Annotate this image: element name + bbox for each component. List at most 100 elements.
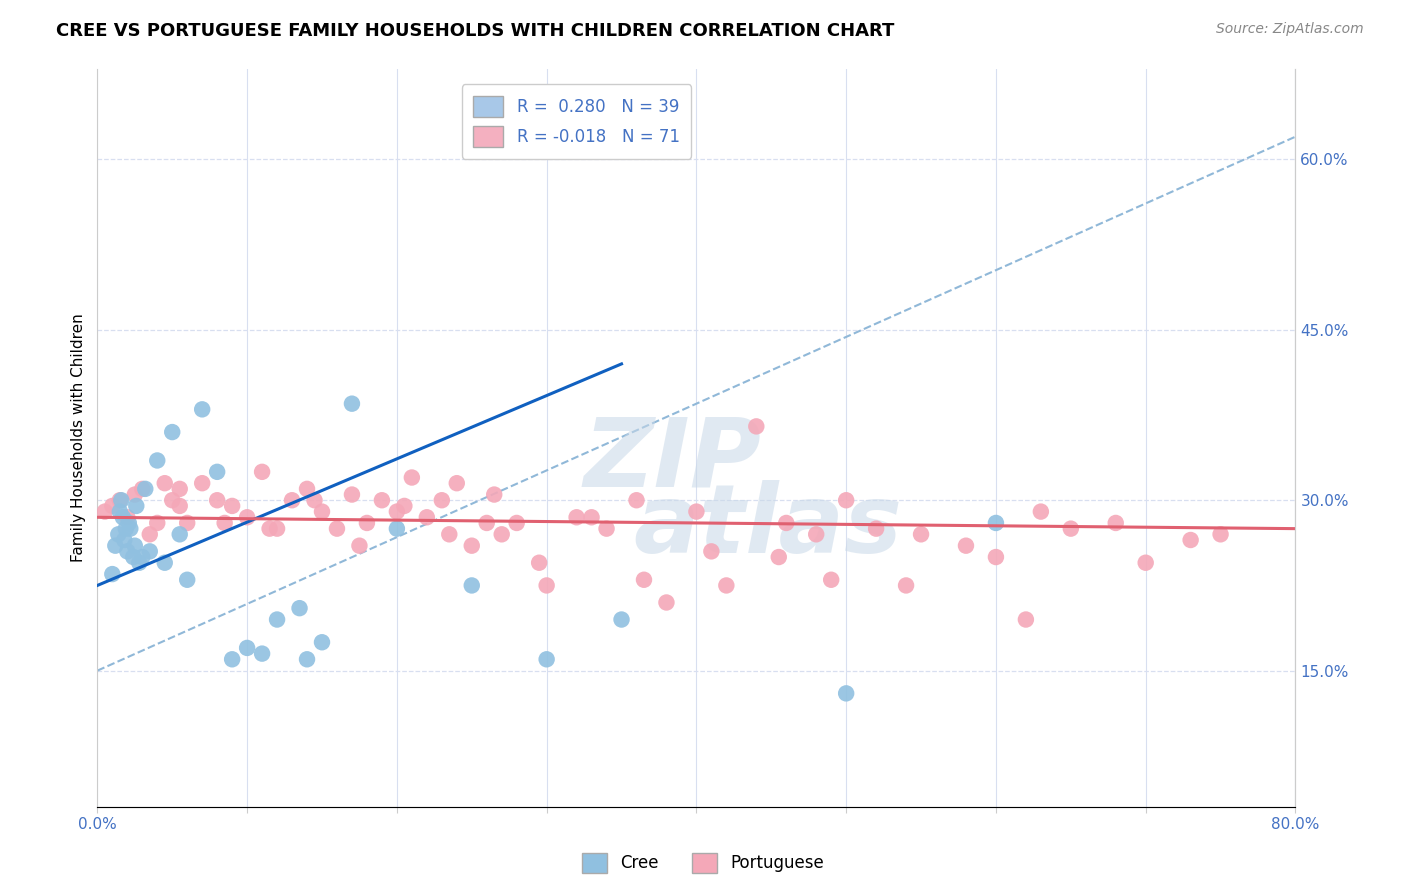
Point	[505, 516, 527, 530]
Point	[446, 476, 468, 491]
Point	[349, 539, 371, 553]
Point	[581, 510, 603, 524]
Point	[484, 487, 506, 501]
Point	[101, 499, 124, 513]
Point	[536, 578, 558, 592]
Point	[326, 522, 349, 536]
Point	[131, 482, 153, 496]
Point	[128, 556, 150, 570]
Point	[191, 476, 214, 491]
Point	[114, 522, 136, 536]
Point	[385, 505, 408, 519]
Point	[820, 573, 842, 587]
Point	[1105, 516, 1128, 530]
Point	[104, 539, 127, 553]
Point	[250, 647, 273, 661]
Point	[340, 397, 363, 411]
Point	[146, 453, 169, 467]
Point	[633, 573, 655, 587]
Point	[205, 465, 228, 479]
Point	[835, 686, 858, 700]
Text: CREE VS PORTUGUESE FAMILY HOUSEHOLDS WITH CHILDREN CORRELATION CHART: CREE VS PORTUGUESE FAMILY HOUSEHOLDS WIT…	[56, 22, 894, 40]
Point	[716, 578, 738, 592]
Point	[153, 476, 176, 491]
Point	[475, 516, 498, 530]
Point	[124, 487, 146, 501]
Point	[266, 613, 288, 627]
Point	[461, 578, 484, 592]
Point	[1015, 613, 1038, 627]
Point	[626, 493, 648, 508]
Point	[910, 527, 932, 541]
Point	[153, 556, 176, 570]
Point	[461, 539, 484, 553]
Point	[221, 499, 243, 513]
Point	[311, 635, 333, 649]
Point	[955, 539, 977, 553]
Point	[430, 493, 453, 508]
Point	[236, 510, 259, 524]
Point	[439, 527, 461, 541]
Point	[94, 505, 117, 519]
Point	[117, 544, 139, 558]
Point	[745, 419, 768, 434]
Point	[108, 505, 131, 519]
Point	[236, 640, 259, 655]
Point	[311, 505, 333, 519]
Y-axis label: Family Households with Children: Family Households with Children	[72, 313, 86, 562]
Text: Source: ZipAtlas.com: Source: ZipAtlas.com	[1216, 22, 1364, 37]
Point	[169, 482, 191, 496]
Point	[112, 533, 135, 547]
Point	[655, 595, 678, 609]
Text: atlas: atlas	[634, 480, 903, 573]
Point	[865, 522, 887, 536]
Point	[1060, 522, 1083, 536]
Point	[214, 516, 236, 530]
Point	[371, 493, 394, 508]
Point	[356, 516, 378, 530]
Point	[117, 510, 139, 524]
Point	[385, 522, 408, 536]
Point	[176, 573, 198, 587]
Point	[894, 578, 917, 592]
Point	[176, 516, 198, 530]
Point	[295, 482, 318, 496]
Point	[134, 482, 156, 496]
Point	[250, 465, 273, 479]
Point	[169, 527, 191, 541]
Point	[169, 499, 191, 513]
Point	[191, 402, 214, 417]
Point	[984, 516, 1007, 530]
Point	[304, 493, 326, 508]
Point	[259, 522, 281, 536]
Point	[394, 499, 416, 513]
Point	[108, 493, 131, 508]
Point	[340, 487, 363, 501]
Legend: Cree, Portuguese: Cree, Portuguese	[575, 847, 831, 880]
Point	[118, 516, 141, 530]
Point	[125, 499, 148, 513]
Point	[139, 527, 162, 541]
Point	[536, 652, 558, 666]
Point	[775, 516, 797, 530]
Point	[527, 556, 550, 570]
Point	[416, 510, 439, 524]
Point	[1209, 527, 1232, 541]
Point	[160, 493, 183, 508]
Point	[281, 493, 304, 508]
Point	[1135, 556, 1157, 570]
Point	[101, 567, 124, 582]
Point	[139, 544, 162, 558]
Point	[835, 493, 858, 508]
Point	[120, 522, 142, 536]
Point	[700, 544, 723, 558]
Point	[401, 470, 423, 484]
Point	[768, 549, 790, 564]
Point	[595, 522, 617, 536]
Point	[610, 613, 633, 627]
Point	[107, 527, 129, 541]
Point	[984, 549, 1007, 564]
Point	[1029, 505, 1052, 519]
Text: ZIP: ZIP	[583, 413, 762, 507]
Point	[1180, 533, 1202, 547]
